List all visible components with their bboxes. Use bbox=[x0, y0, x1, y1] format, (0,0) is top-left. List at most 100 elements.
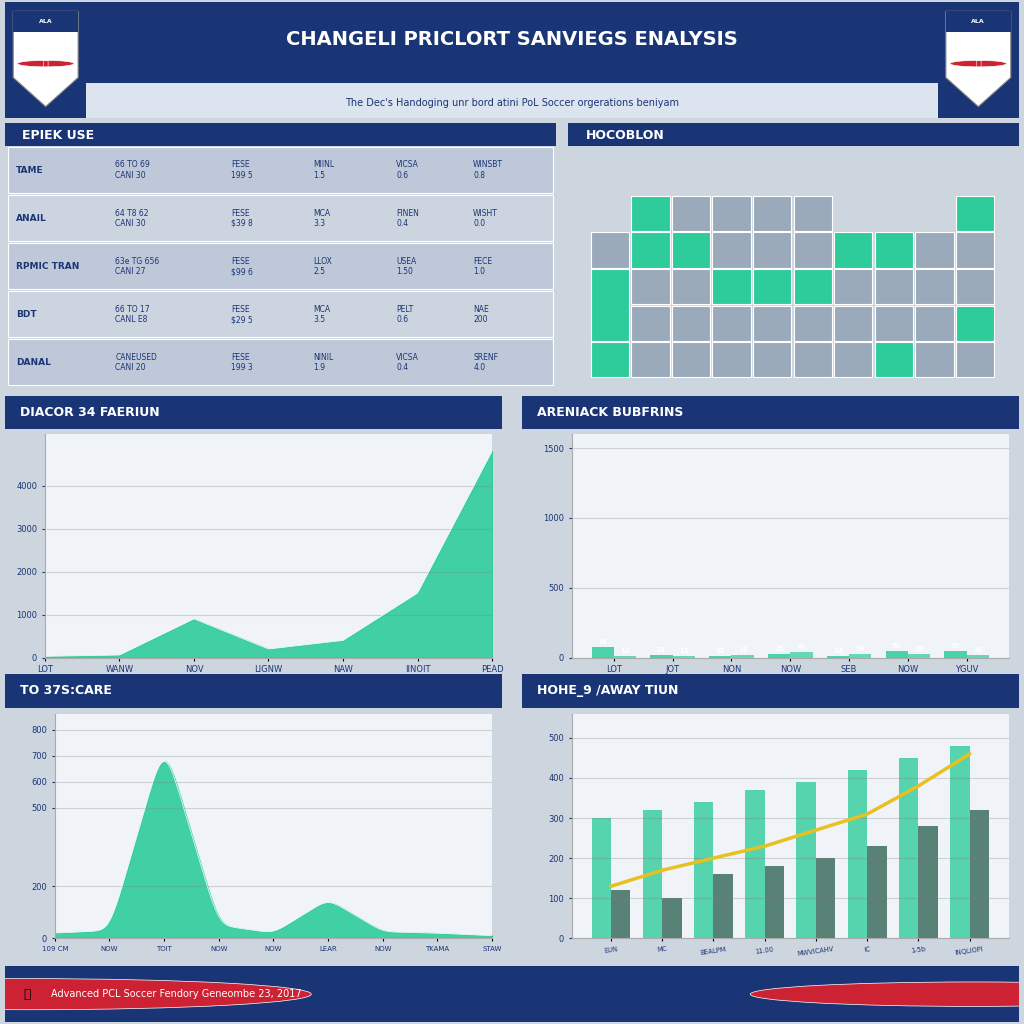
Text: MIINL
1.5: MIINL 1.5 bbox=[313, 161, 335, 180]
Bar bbox=[753, 305, 792, 341]
Bar bbox=[672, 269, 711, 304]
Text: DIACOR 34 FAERIUN: DIACOR 34 FAERIUN bbox=[20, 406, 160, 419]
Polygon shape bbox=[946, 11, 1011, 106]
Text: 66 TO 17
CANL E8: 66 TO 17 CANL E8 bbox=[116, 305, 150, 325]
Text: HOHE_9 /AWAY TIUN: HOHE_9 /AWAY TIUN bbox=[537, 684, 678, 697]
Text: WISHT
0.0: WISHT 0.0 bbox=[473, 209, 498, 228]
Bar bbox=[835, 305, 872, 341]
Bar bbox=[915, 232, 953, 267]
Text: WINSBT
0.8: WINSBT 0.8 bbox=[473, 161, 503, 180]
Text: CHANGELI PRICLORT SANVIEGS ENALYSIS: CHANGELI PRICLORT SANVIEGS ENALYSIS bbox=[286, 30, 738, 49]
Polygon shape bbox=[13, 11, 78, 106]
Polygon shape bbox=[13, 11, 78, 32]
Bar bbox=[568, 123, 1019, 146]
Bar bbox=[835, 232, 872, 267]
Bar bbox=[8, 243, 553, 289]
Bar bbox=[874, 342, 913, 378]
Bar bbox=[8, 146, 553, 193]
Bar bbox=[672, 305, 711, 341]
Text: MCA
3.5: MCA 3.5 bbox=[313, 305, 331, 325]
Circle shape bbox=[751, 982, 1024, 1007]
Text: VICSA
0.4: VICSA 0.4 bbox=[396, 353, 419, 373]
Text: SRENF
4.0: SRENF 4.0 bbox=[473, 353, 499, 373]
Text: NAE
200: NAE 200 bbox=[473, 305, 488, 325]
Bar bbox=[835, 269, 872, 304]
Text: MCA
3.3: MCA 3.3 bbox=[313, 209, 331, 228]
Text: USEA
1.50: USEA 1.50 bbox=[396, 257, 417, 276]
Bar bbox=[753, 269, 792, 304]
Text: DANAL: DANAL bbox=[16, 358, 51, 368]
Bar bbox=[713, 232, 751, 267]
Bar bbox=[794, 305, 831, 341]
Bar bbox=[591, 269, 629, 341]
Text: FECE
1.0: FECE 1.0 bbox=[473, 257, 493, 276]
Bar bbox=[672, 196, 711, 231]
Text: NINIL
1.9: NINIL 1.9 bbox=[313, 353, 334, 373]
Bar bbox=[874, 305, 913, 341]
Bar bbox=[794, 196, 831, 231]
Text: 63e TG 656
CANI 27: 63e TG 656 CANI 27 bbox=[116, 257, 160, 276]
Text: FESE
$39 8: FESE $39 8 bbox=[230, 209, 253, 228]
Text: RPMIC TRAN: RPMIC TRAN bbox=[16, 262, 80, 271]
Bar bbox=[955, 305, 994, 341]
Text: 64 T8 62
CANI 30: 64 T8 62 CANI 30 bbox=[116, 209, 148, 228]
Text: ⚽: ⚽ bbox=[43, 58, 48, 69]
Bar bbox=[915, 269, 953, 304]
Bar bbox=[874, 269, 913, 304]
Text: FESE
$29 5: FESE $29 5 bbox=[230, 305, 253, 325]
Bar bbox=[713, 269, 751, 304]
Bar bbox=[632, 196, 670, 231]
Text: FESE
199 5: FESE 199 5 bbox=[230, 161, 253, 180]
Text: BDT: BDT bbox=[16, 310, 37, 319]
Text: ALA: ALA bbox=[39, 19, 52, 25]
Bar bbox=[955, 196, 994, 231]
Circle shape bbox=[0, 979, 311, 1010]
Bar bbox=[713, 196, 751, 231]
Text: Advanced PCL Soccer Fendory Geneombe 23, 2017: Advanced PCL Soccer Fendory Geneombe 23,… bbox=[51, 989, 301, 999]
Bar bbox=[753, 232, 792, 267]
Bar bbox=[955, 342, 994, 378]
Text: ANAIL: ANAIL bbox=[16, 214, 47, 222]
Circle shape bbox=[17, 60, 74, 67]
Bar bbox=[713, 305, 751, 341]
Bar bbox=[5, 396, 502, 429]
Text: TO 37S:CARE: TO 37S:CARE bbox=[20, 684, 112, 697]
Bar bbox=[632, 232, 670, 267]
Text: ⚽: ⚽ bbox=[24, 988, 31, 1000]
Text: The Dec's Handoging unr bord atini PoL Soccer orgerations beniyam: The Dec's Handoging unr bord atini PoL S… bbox=[345, 98, 679, 109]
Bar bbox=[86, 83, 938, 118]
Text: FESE
199 3: FESE 199 3 bbox=[230, 353, 253, 373]
Text: FINEN
0.4: FINEN 0.4 bbox=[396, 209, 419, 228]
Bar bbox=[591, 342, 629, 378]
Text: FESE
$99 6: FESE $99 6 bbox=[230, 257, 253, 276]
Bar bbox=[8, 340, 553, 385]
Bar bbox=[794, 342, 831, 378]
Bar bbox=[5, 123, 556, 146]
Bar bbox=[915, 305, 953, 341]
Bar bbox=[632, 342, 670, 378]
Bar bbox=[753, 196, 792, 231]
Bar bbox=[835, 342, 872, 378]
Bar bbox=[794, 232, 831, 267]
Bar bbox=[794, 269, 831, 304]
Text: LLOX
2.5: LLOX 2.5 bbox=[313, 257, 333, 276]
Text: TAME: TAME bbox=[16, 166, 44, 174]
Bar bbox=[8, 291, 553, 337]
Bar bbox=[522, 674, 1019, 708]
Text: EPIEK USE: EPIEK USE bbox=[22, 129, 94, 141]
Bar bbox=[672, 342, 711, 378]
Bar bbox=[915, 342, 953, 378]
Text: CANEUSED
CANI 20: CANEUSED CANI 20 bbox=[116, 353, 157, 373]
Circle shape bbox=[950, 60, 1007, 67]
Polygon shape bbox=[946, 11, 1011, 32]
Text: ⚽: ⚽ bbox=[976, 58, 981, 69]
Bar bbox=[672, 232, 711, 267]
Text: 66 TO 69
CANI 30: 66 TO 69 CANI 30 bbox=[116, 161, 150, 180]
Bar bbox=[713, 342, 751, 378]
Bar bbox=[5, 674, 502, 708]
Text: ALA: ALA bbox=[972, 19, 985, 25]
Text: HOCOBLON: HOCOBLON bbox=[587, 129, 666, 141]
Bar bbox=[632, 305, 670, 341]
Bar bbox=[955, 232, 994, 267]
Bar bbox=[522, 396, 1019, 429]
